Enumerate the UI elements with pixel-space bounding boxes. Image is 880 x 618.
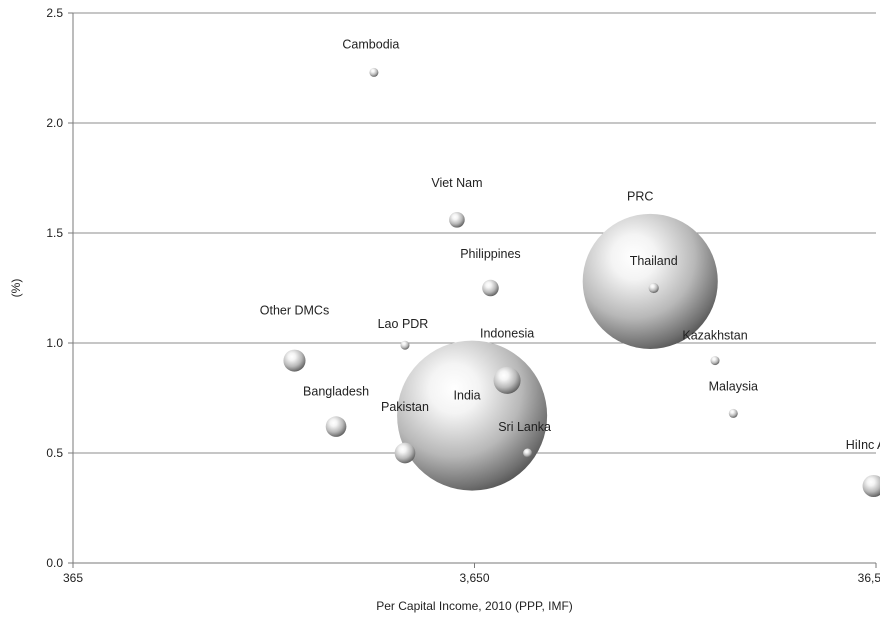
- bubbles: [283, 67, 880, 498]
- bubble-label: Lao PDR: [378, 317, 429, 331]
- bubble-label: Pakistan: [381, 400, 429, 414]
- x-tick-label: 3,650: [459, 571, 489, 585]
- y-tick-label: 2.0: [46, 116, 63, 130]
- y-tick-label: 0.0: [46, 556, 63, 570]
- bubble: [862, 474, 880, 498]
- bubble: [710, 356, 720, 366]
- bubble-label: Indonesia: [480, 326, 534, 340]
- y-axis-title: (%): [9, 279, 23, 298]
- bubble-label: Bangladesh: [303, 385, 369, 399]
- y-tick-label: 0.5: [46, 446, 63, 460]
- bubble-label: PRC: [627, 189, 653, 203]
- bubble: [582, 213, 718, 349]
- x-tick-label: 365: [63, 571, 83, 585]
- bubble: [397, 340, 548, 491]
- bubble: [449, 212, 465, 228]
- x-axis-title: Per Capital Income, 2010 (PPP, IMF): [376, 599, 573, 613]
- bubble: [648, 282, 659, 294]
- y-tick-label: 2.5: [46, 6, 63, 20]
- y-tick-label: 1.0: [46, 336, 63, 350]
- bubble: [394, 442, 416, 464]
- grid-lines: [73, 12, 876, 454]
- bubble-label: Kazakhstan: [682, 329, 747, 343]
- bubble: [728, 408, 738, 418]
- bubble-label: Thailand: [630, 254, 678, 268]
- bubble-label: India: [454, 389, 481, 403]
- bubble: [325, 416, 347, 437]
- bubble: [400, 340, 410, 350]
- x-tick-label: 36,500: [858, 571, 880, 585]
- point-labels: Cambodia Viet Nam Philippines PRC Thailand Ka…: [260, 37, 880, 452]
- bubble-label: HiInc Asia: [846, 438, 880, 452]
- bubble-label: Viet Nam: [431, 176, 482, 190]
- x-tick-labels: 365 3,650 36,500: [63, 563, 880, 585]
- bubble-label: Philippines: [460, 247, 520, 261]
- bubble: [369, 67, 379, 77]
- bubble: [523, 448, 533, 458]
- bubble-label: Sri Lanka: [498, 420, 551, 434]
- bubble-label: Cambodia: [342, 37, 399, 51]
- bubble: [482, 279, 499, 297]
- y-tick-labels: 0.0 0.5 1.0 1.5 2.0 2.5: [46, 6, 73, 570]
- bubble-label: Other DMCs: [260, 304, 329, 318]
- bubble: [283, 349, 306, 372]
- bubble-label: Malaysia: [709, 379, 758, 393]
- bubble: [493, 366, 521, 394]
- y-tick-label: 1.5: [46, 226, 63, 240]
